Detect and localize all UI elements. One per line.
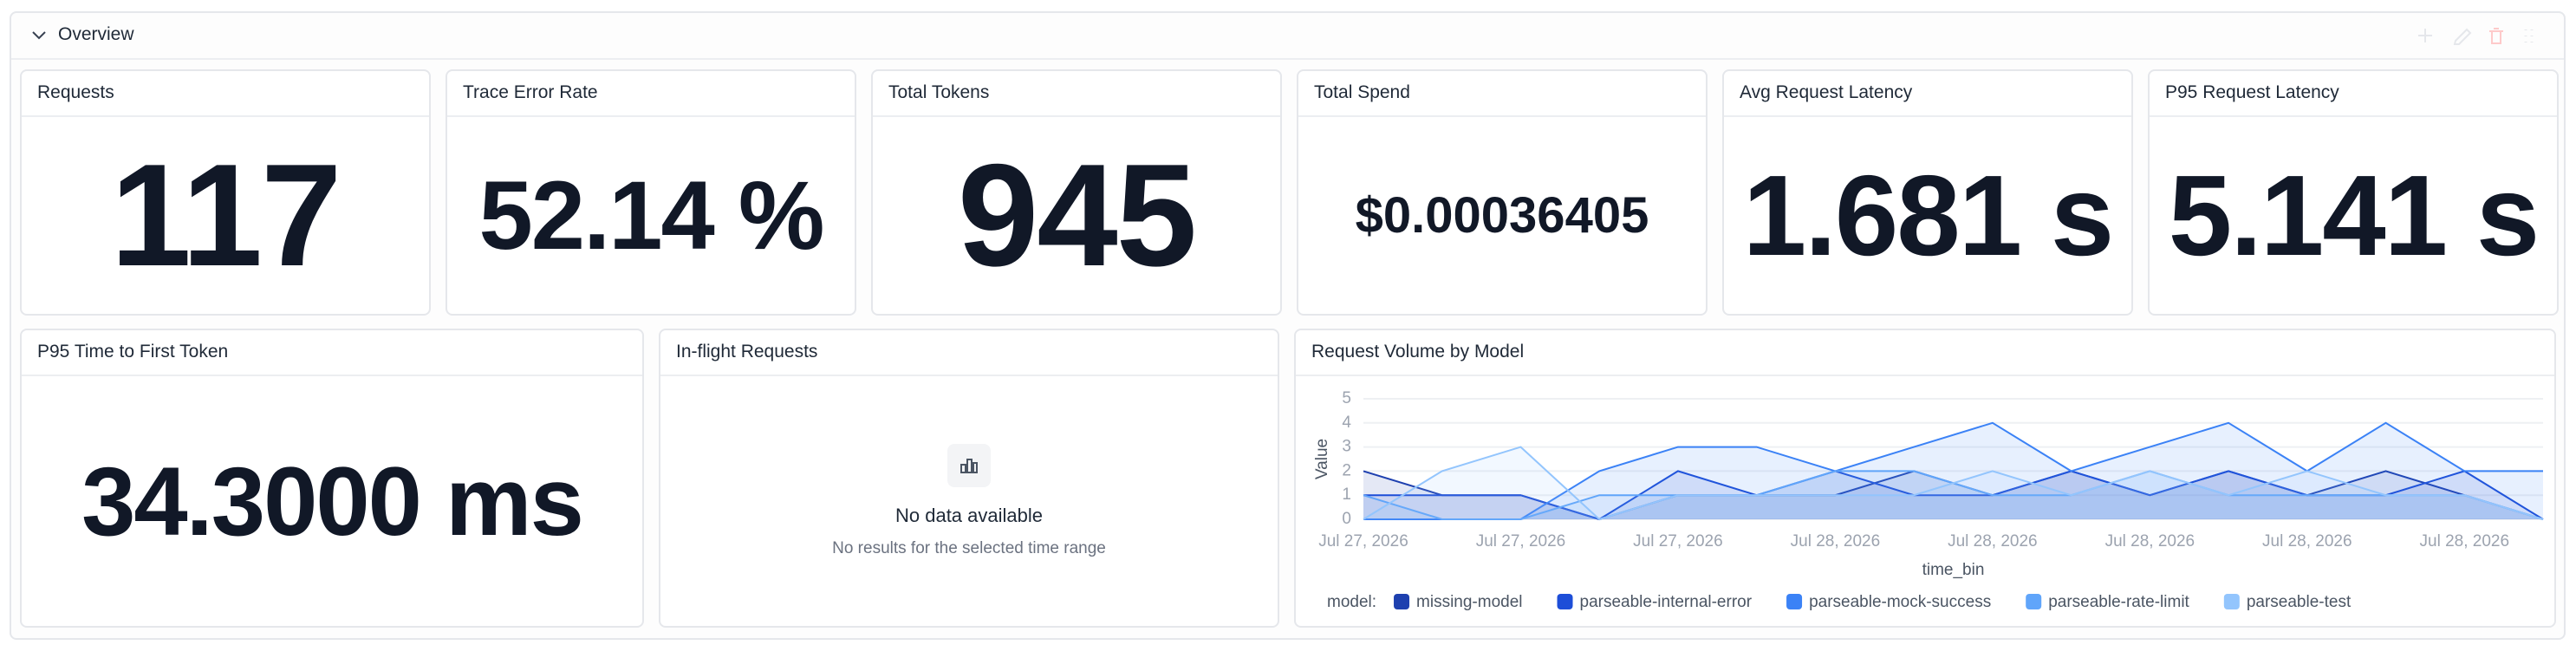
empty-icon [947, 444, 991, 487]
stat-card: Avg Request Latency 1.681 s [1722, 69, 2133, 316]
legend-label: missing-model [1416, 593, 1522, 611]
empty-text: No results for the selected time range [832, 539, 1106, 557]
y-tick-label: 0 [1342, 510, 1351, 528]
card-value: 5.141 s [2168, 152, 2540, 279]
x-axis-label: time_bin [1922, 561, 1985, 579]
stat-card: Requests 117 [20, 69, 431, 316]
x-tick-label: Jul 27, 2026 [1633, 532, 1723, 551]
section-tools [2418, 28, 2534, 45]
card-value: 1.681 s [1742, 152, 2114, 279]
stat-card: Total Tokens 945 [871, 69, 1282, 316]
x-tick-label: Jul 28, 2026 [1948, 532, 2038, 551]
legend-label: parseable-mock-success [1809, 593, 1991, 611]
card-title: Avg Request Latency [1724, 71, 2131, 117]
chart-card: Request Volume by Model [1294, 329, 2556, 628]
stat-card: P95 Time to First Token 34.3000 ms [20, 329, 644, 628]
card-title: P95 Time to First Token [22, 330, 642, 376]
legend-title: model: [1327, 593, 1376, 611]
line [1363, 421, 2543, 520]
card-title: In-flight Requests [660, 330, 1278, 376]
y-axis-label: Value [1313, 439, 1331, 479]
card-value: 52.14 % [478, 161, 825, 270]
section-header[interactable]: Overview [11, 13, 2564, 60]
card-title: Total Tokens [873, 71, 1280, 117]
legend-swatch [2026, 594, 2042, 609]
y-tick-label: 3 [1342, 438, 1351, 456]
line [1363, 446, 2544, 521]
y-tick-label: 4 [1342, 414, 1351, 432]
delete-icon[interactable] [2489, 28, 2503, 44]
section-title: Overview [58, 24, 134, 44]
legend-label: parseable-rate-limit [2048, 593, 2189, 611]
x-tick-label: Jul 27, 2026 [1318, 532, 1408, 551]
inflight-card: In-flight Requests No data available No … [659, 329, 1279, 628]
stat-card: P95 Request Latency 5.141 s [2148, 69, 2559, 316]
x-tick-label: Jul 27, 2026 [1476, 532, 1566, 551]
legend-label: parseable-test [2247, 593, 2352, 611]
legend-swatch [1786, 594, 1803, 609]
x-tick-label: Jul 28, 2026 [1791, 532, 1881, 551]
legend-swatch [1394, 594, 1410, 609]
y-tick-label: 1 [1342, 485, 1351, 504]
card-title: Requests [22, 71, 429, 117]
legend-label: parseable-internal-error [1580, 593, 1753, 611]
y-tick-label: 5 [1342, 389, 1351, 407]
card-value: 117 [110, 134, 342, 296]
card-title: Total Spend [1298, 71, 1706, 117]
y-tick-label: 2 [1342, 461, 1351, 479]
empty-state: No data available No results for the sel… [660, 376, 1278, 626]
stat-card: Trace Error Rate 52.14 % [446, 69, 856, 316]
card-value: 945 [957, 134, 1197, 296]
legend-swatch [1557, 594, 1573, 609]
card-title: P95 Request Latency [2150, 71, 2557, 117]
area [1363, 471, 2543, 519]
drag-icon[interactable] [2524, 29, 2534, 42]
x-tick-label: Jul 28, 2026 [2262, 532, 2352, 551]
card-value: 34.3000 ms [81, 446, 584, 556]
card-title: Trace Error Rate [447, 71, 855, 117]
add-icon[interactable] [2418, 29, 2432, 42]
card-title: Request Volume by Model [1296, 330, 2554, 376]
x-tick-label: Jul 28, 2026 [2420, 532, 2510, 551]
card-value: $0.00036405 [1355, 187, 1649, 244]
collapse-icon[interactable] [30, 27, 48, 44]
edit-icon[interactable] [2453, 28, 2472, 45]
legend-swatch [2223, 594, 2240, 609]
stat-card: Total Spend $0.00036405 [1297, 69, 1708, 316]
empty-title: No data available [894, 505, 1043, 526]
x-tick-label: Jul 28, 2026 [2105, 532, 2195, 551]
